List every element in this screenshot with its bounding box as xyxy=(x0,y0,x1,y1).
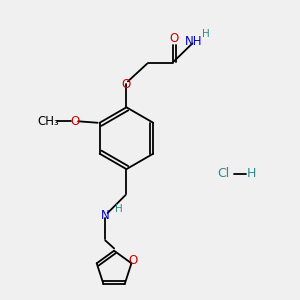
Text: Cl: Cl xyxy=(218,167,230,180)
Text: H: H xyxy=(247,167,256,180)
Text: O: O xyxy=(70,115,79,128)
Text: H: H xyxy=(202,29,210,39)
Text: O: O xyxy=(128,254,137,268)
Text: H: H xyxy=(115,205,122,214)
Text: CH₃: CH₃ xyxy=(37,115,59,128)
Text: N: N xyxy=(101,209,110,222)
Text: O: O xyxy=(169,32,179,45)
Text: NH: NH xyxy=(185,35,202,48)
Text: O: O xyxy=(122,78,131,91)
